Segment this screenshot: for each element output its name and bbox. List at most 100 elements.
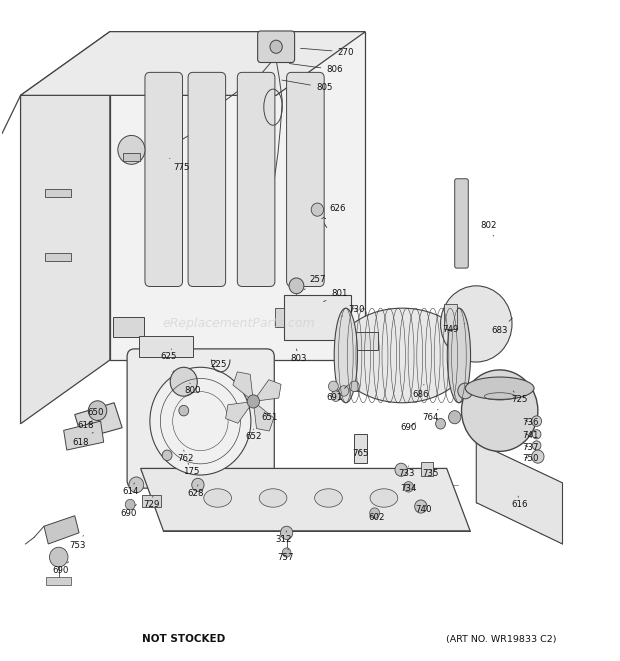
Text: 602: 602 [368, 513, 385, 522]
Circle shape [192, 479, 204, 491]
Circle shape [331, 391, 341, 401]
Text: 686: 686 [412, 384, 429, 399]
Text: 765: 765 [352, 449, 369, 459]
Text: 753: 753 [69, 535, 86, 551]
Ellipse shape [370, 488, 398, 507]
Text: 614: 614 [122, 483, 138, 496]
Polygon shape [254, 401, 274, 431]
FancyBboxPatch shape [258, 31, 294, 63]
Circle shape [458, 383, 472, 399]
Text: 733: 733 [398, 466, 414, 478]
Text: 757: 757 [277, 549, 294, 562]
Polygon shape [139, 336, 193, 357]
Polygon shape [355, 434, 366, 463]
Text: 690: 690 [401, 423, 417, 432]
Circle shape [50, 547, 68, 567]
Ellipse shape [447, 308, 471, 403]
Text: 740: 740 [415, 504, 432, 514]
Polygon shape [445, 304, 456, 329]
Text: 762: 762 [177, 450, 194, 463]
Polygon shape [254, 379, 281, 401]
Ellipse shape [259, 488, 287, 507]
Text: 683: 683 [492, 318, 513, 335]
Text: 691: 691 [327, 385, 348, 402]
Circle shape [170, 368, 197, 396]
Circle shape [162, 450, 172, 461]
Polygon shape [45, 188, 71, 196]
Text: 802: 802 [480, 221, 497, 236]
Circle shape [436, 418, 446, 429]
Text: 628: 628 [188, 485, 205, 498]
Polygon shape [141, 469, 470, 531]
Polygon shape [75, 403, 122, 439]
FancyBboxPatch shape [188, 72, 226, 286]
Polygon shape [421, 462, 433, 477]
Text: 737: 737 [522, 443, 539, 452]
Ellipse shape [314, 488, 342, 507]
Ellipse shape [204, 488, 231, 507]
Text: 734: 734 [401, 484, 417, 492]
Text: 626: 626 [322, 204, 346, 219]
Circle shape [461, 370, 538, 451]
Text: 805: 805 [282, 80, 332, 92]
Circle shape [311, 203, 324, 216]
FancyBboxPatch shape [127, 349, 274, 488]
Text: 750: 750 [522, 454, 539, 463]
Text: 652: 652 [245, 429, 262, 442]
Circle shape [441, 286, 512, 362]
Circle shape [125, 499, 135, 510]
Polygon shape [113, 317, 144, 337]
Ellipse shape [334, 308, 358, 403]
Polygon shape [226, 401, 254, 423]
Circle shape [270, 40, 282, 54]
Circle shape [350, 381, 359, 391]
Text: 690: 690 [120, 504, 136, 518]
Text: 801: 801 [324, 290, 348, 301]
Text: 735: 735 [422, 469, 438, 478]
Circle shape [280, 526, 293, 539]
Circle shape [289, 278, 304, 293]
Circle shape [129, 477, 144, 492]
Circle shape [282, 548, 291, 557]
Text: 616: 616 [511, 496, 528, 509]
Polygon shape [45, 253, 71, 261]
Polygon shape [110, 32, 365, 360]
Circle shape [247, 395, 260, 408]
Circle shape [404, 482, 414, 492]
FancyBboxPatch shape [237, 72, 275, 286]
Text: 800: 800 [185, 383, 202, 395]
Text: 225: 225 [211, 360, 227, 369]
Text: 312: 312 [276, 531, 293, 544]
Text: 257: 257 [304, 276, 326, 290]
Text: eReplacementParts.com: eReplacementParts.com [163, 317, 316, 330]
Polygon shape [173, 371, 198, 393]
Circle shape [118, 136, 145, 165]
Circle shape [395, 463, 407, 477]
Circle shape [532, 450, 544, 463]
Circle shape [532, 416, 541, 426]
Text: 725: 725 [511, 391, 528, 404]
Ellipse shape [336, 308, 469, 403]
Circle shape [533, 441, 541, 450]
Polygon shape [44, 516, 79, 544]
Text: (ART NO. WR19833 C2): (ART NO. WR19833 C2) [446, 635, 556, 644]
FancyBboxPatch shape [145, 72, 182, 286]
Circle shape [329, 381, 339, 391]
Circle shape [415, 500, 427, 513]
Polygon shape [233, 372, 254, 401]
Text: 736: 736 [522, 418, 539, 427]
Text: 749: 749 [442, 324, 464, 334]
Ellipse shape [466, 377, 534, 399]
Text: 775: 775 [170, 159, 190, 172]
FancyBboxPatch shape [454, 178, 468, 268]
Text: 651: 651 [262, 412, 278, 422]
Polygon shape [64, 421, 104, 450]
Circle shape [533, 430, 541, 439]
Text: 270: 270 [301, 48, 354, 56]
Text: 650: 650 [87, 408, 104, 421]
Polygon shape [143, 494, 161, 506]
Text: 690: 690 [53, 562, 69, 575]
Text: 764: 764 [422, 409, 438, 422]
Polygon shape [353, 332, 378, 350]
Circle shape [370, 508, 379, 518]
